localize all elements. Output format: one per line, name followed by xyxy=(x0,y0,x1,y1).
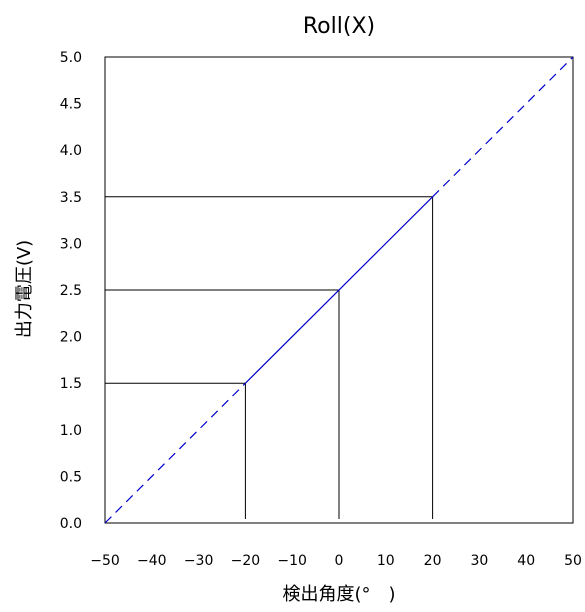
y-tick-label: 0.5 xyxy=(60,469,82,485)
x-axis-label: 検出角度(° ) xyxy=(282,584,395,605)
x-tick-label: −10 xyxy=(277,553,307,569)
x-tick-label: 50 xyxy=(564,553,582,569)
y-axis-label: 出力電圧(V) xyxy=(14,240,35,338)
x-tick-label: 10 xyxy=(377,553,395,569)
x-tick-label: −30 xyxy=(184,553,214,569)
x-tick-label: −50 xyxy=(90,553,120,569)
output-line-dashed xyxy=(432,56,574,198)
y-tick-label: 3.0 xyxy=(60,236,82,252)
y-tick-label: 1.5 xyxy=(60,376,82,392)
y-tick-label: 4.5 xyxy=(60,97,82,113)
y-tick-label: 0.0 xyxy=(60,516,82,532)
chart-title: Roll(X) xyxy=(303,14,375,39)
output-line-dashed xyxy=(104,382,246,524)
y-tick-label: 3.5 xyxy=(60,190,82,206)
output-line-solid xyxy=(244,196,434,384)
x-tick-label: −40 xyxy=(137,553,167,569)
x-tick-label: −20 xyxy=(231,553,261,569)
x-tick-label: 30 xyxy=(470,553,488,569)
chart-marks: −50 −40 −30 −20 −10 0 10 20 30 40 50 0.0 0.5 1.0 1.5 2.… xyxy=(60,50,582,569)
y-tick-label: 1.0 xyxy=(60,423,82,439)
x-tick-label: 20 xyxy=(424,553,442,569)
y-tick-label: 5.0 xyxy=(60,50,82,66)
x-tick-label: 0 xyxy=(335,553,344,569)
y-tick-label: 2.5 xyxy=(60,283,82,299)
y-tick-label: 4.0 xyxy=(60,143,82,159)
y-tick-label: 2.0 xyxy=(60,330,82,346)
x-tick-label: 40 xyxy=(517,553,535,569)
